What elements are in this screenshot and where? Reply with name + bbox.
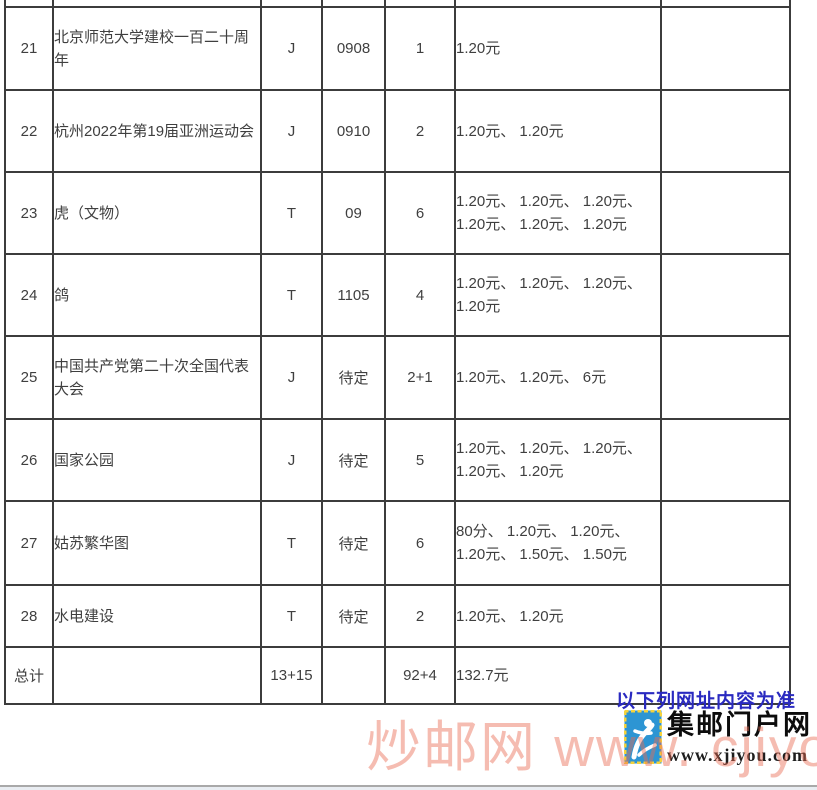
cell-count: 1 xyxy=(384,6,456,91)
table-row: 26 国家公园 J 待定 5 1.20元、 1.20元、 1.20元、 1.20元、 1.… xyxy=(4,418,791,502)
cell-note xyxy=(660,584,791,648)
cell-empty xyxy=(260,0,323,8)
cell-num: 25 xyxy=(4,335,54,420)
bottom-divider-light xyxy=(0,787,817,790)
cell-note xyxy=(660,646,791,705)
cell-code: 待定 xyxy=(321,418,386,502)
cell-note xyxy=(660,253,791,337)
cell-num: 27 xyxy=(4,500,54,586)
cell-count: 92+4 xyxy=(384,646,456,705)
cell-name: 鸽 xyxy=(52,253,262,337)
cell-price: 1.20元、 1.20元、 6元 xyxy=(454,335,662,420)
cell-num: 24 xyxy=(4,253,54,337)
cell-num: 22 xyxy=(4,89,54,173)
cell-code: 0910 xyxy=(321,89,386,173)
cell-count: 2+1 xyxy=(384,335,456,420)
cell-count: 4 xyxy=(384,253,456,337)
table-row: 23 虎（文物） T 09 6 1.20元、 1.20元、 1.20元、 1.20元、 1… xyxy=(4,171,791,255)
cell-name: 水电建设 xyxy=(52,584,262,648)
cell-type: T xyxy=(260,584,323,648)
cell-count: 5 xyxy=(384,418,456,502)
cell-price: 132.7元 xyxy=(454,646,662,705)
notice-text: 以下列网址内容为准 xyxy=(616,691,797,712)
portal-logo-text: 集邮门户网 www.xjiyou.com xyxy=(667,710,812,766)
cell-price: 1.20元、 1.20元 xyxy=(454,89,662,173)
cell-code: 待定 xyxy=(321,500,386,586)
cell-type: J xyxy=(260,6,323,91)
cell-num: 总计 xyxy=(4,646,54,705)
table-row: 22 杭州2022年第19届亚洲运动会 J 0910 2 1.20元、 1.20元 xyxy=(4,89,791,173)
cell-type: J xyxy=(260,335,323,420)
cell-price: 1.20元 xyxy=(454,6,662,91)
table-row-total: 总计 13+15 92+4 132.7元 xyxy=(4,646,791,705)
table-row: 24 鸽 T 1105 4 1.20元、 1.20元、 1.20元、 1.20元 xyxy=(4,253,791,337)
cell-code: 0908 xyxy=(321,6,386,91)
cell-name: 杭州2022年第19届亚洲运动会 xyxy=(52,89,262,173)
cell-count: 6 xyxy=(384,171,456,255)
cell-note xyxy=(660,6,791,91)
cell-type: J xyxy=(260,418,323,502)
cell-type: 13+15 xyxy=(260,646,323,705)
cell-name: 虎（文物） xyxy=(52,171,262,255)
cell-num: 28 xyxy=(4,584,54,648)
cell-type: T xyxy=(260,500,323,586)
cell-price: 80分、 1.20元、 1.20元、 1.20元、 1.50元、 1.50元 xyxy=(454,500,662,586)
cell-num: 23 xyxy=(4,171,54,255)
cell-name: 中国共产党第二十次全国代表大会 xyxy=(52,335,262,420)
stamp-icon xyxy=(624,710,662,764)
table-row: 25 中国共产党第二十次全国代表大会 J 待定 2+1 1.20元、 1.20元、 6元 xyxy=(4,335,791,420)
cell-empty xyxy=(454,0,662,8)
cell-empty xyxy=(4,0,54,8)
cell-note xyxy=(660,171,791,255)
cell-name: 国家公园 xyxy=(52,418,262,502)
table-row: 27 姑苏繁华图 T 待定 6 80分、 1.20元、 1.20元、 1.20元、 1.5… xyxy=(4,500,791,586)
cell-count: 2 xyxy=(384,89,456,173)
table-row-partial xyxy=(4,0,791,8)
cell-code: 待定 xyxy=(321,584,386,648)
cell-note xyxy=(660,89,791,173)
cell-note xyxy=(660,335,791,420)
portal-logo-title: 集邮门户网 xyxy=(667,710,812,740)
cell-note xyxy=(660,418,791,502)
cell-count: 6 xyxy=(384,500,456,586)
cell-name xyxy=(52,646,262,705)
bottom-divider-line xyxy=(0,785,817,787)
cell-count: 2 xyxy=(384,584,456,648)
cell-empty xyxy=(660,0,791,8)
cell-price: 1.20元、 1.20元 xyxy=(454,584,662,648)
cell-code: 1105 xyxy=(321,253,386,337)
stamp-table-body: 21 北京师范大学建校一百二十周年 J 0908 1 1.20元 22 杭州2022年第19届… xyxy=(4,0,791,705)
cell-empty xyxy=(321,0,386,8)
table-row: 28 水电建设 T 待定 2 1.20元、 1.20元 xyxy=(4,584,791,648)
cell-type: J xyxy=(260,89,323,173)
cell-type: T xyxy=(260,253,323,337)
cell-num: 21 xyxy=(4,6,54,91)
cell-empty xyxy=(52,0,262,8)
cell-name: 姑苏繁华图 xyxy=(52,500,262,586)
cell-code xyxy=(321,646,386,705)
cell-note xyxy=(660,500,791,586)
cell-code: 待定 xyxy=(321,335,386,420)
cell-price: 1.20元、 1.20元、 1.20元、 1.20元、 1.20元、 1.20元 xyxy=(454,171,662,255)
cell-name: 北京师范大学建校一百二十周年 xyxy=(52,6,262,91)
cell-num: 26 xyxy=(4,418,54,502)
cell-price: 1.20元、 1.20元、 1.20元、 1.20元 xyxy=(454,253,662,337)
stamp-issue-table: 21 北京师范大学建校一百二十周年 J 0908 1 1.20元 22 杭州2022年第19届… xyxy=(4,0,791,705)
cell-price: 1.20元、 1.20元、 1.20元、 1.20元、 1.20元 xyxy=(454,418,662,502)
portal-logo: 集邮门户网 www.xjiyou.com xyxy=(624,710,812,766)
portal-logo-url: www.xjiyou.com xyxy=(667,745,808,765)
cell-empty xyxy=(384,0,456,8)
cell-code: 09 xyxy=(321,171,386,255)
cell-type: T xyxy=(260,171,323,255)
table-row: 21 北京师范大学建校一百二十周年 J 0908 1 1.20元 xyxy=(4,6,791,91)
